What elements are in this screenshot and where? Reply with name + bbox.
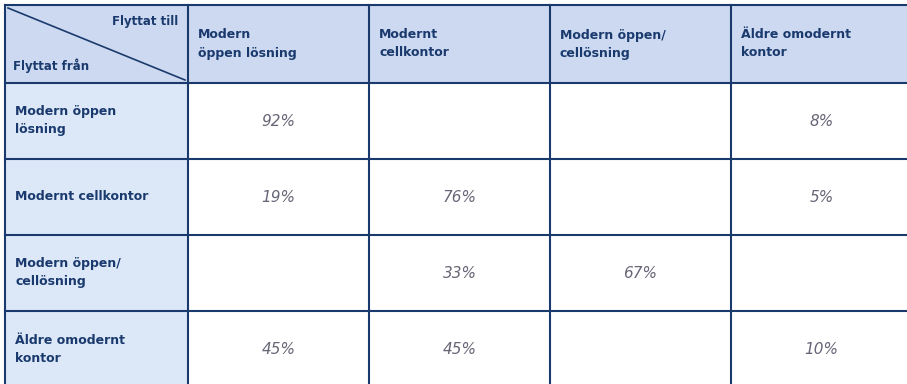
Bar	[550, 83, 731, 159]
Bar	[5, 311, 188, 384]
Text: Modernt
cellkontor: Modernt cellkontor	[379, 28, 449, 60]
Text: Flyttat från: Flyttat från	[13, 58, 89, 73]
Bar	[188, 83, 369, 159]
Text: 5%: 5%	[809, 189, 834, 205]
Bar	[550, 5, 731, 83]
Bar	[5, 159, 188, 235]
Text: 67%: 67%	[623, 265, 658, 280]
Bar	[550, 311, 731, 384]
Bar	[188, 311, 369, 384]
Text: 10%: 10%	[805, 341, 838, 356]
Bar	[550, 159, 731, 235]
Bar	[550, 235, 731, 311]
Bar	[188, 5, 369, 83]
Text: Modern öppen
lösning: Modern öppen lösning	[15, 106, 116, 136]
Bar	[5, 235, 188, 311]
Bar	[731, 311, 907, 384]
Bar	[731, 83, 907, 159]
Text: 76%: 76%	[443, 189, 476, 205]
Text: 33%: 33%	[443, 265, 476, 280]
Bar	[369, 83, 550, 159]
Text: Modern
öppen lösning: Modern öppen lösning	[198, 28, 297, 60]
Text: Äldre omodernt
kontor: Äldre omodernt kontor	[15, 333, 125, 364]
Text: Modernt cellkontor: Modernt cellkontor	[15, 190, 149, 204]
Bar	[5, 5, 188, 83]
Bar	[369, 159, 550, 235]
Bar	[188, 159, 369, 235]
Text: Modern öppen/
cellösning: Modern öppen/ cellösning	[15, 258, 121, 288]
Bar	[731, 159, 907, 235]
Bar	[731, 5, 907, 83]
Bar	[369, 5, 550, 83]
Text: Flyttat till: Flyttat till	[112, 15, 178, 28]
Text: 45%: 45%	[443, 341, 476, 356]
Text: 92%: 92%	[261, 114, 296, 129]
Bar	[369, 311, 550, 384]
Bar	[369, 235, 550, 311]
Bar	[5, 83, 188, 159]
Text: 45%: 45%	[261, 341, 296, 356]
Text: 8%: 8%	[809, 114, 834, 129]
Text: 19%: 19%	[261, 189, 296, 205]
Bar	[731, 235, 907, 311]
Text: Modern öppen/
cellösning: Modern öppen/ cellösning	[560, 28, 666, 60]
Text: Äldre omodernt
kontor: Äldre omodernt kontor	[741, 28, 851, 60]
Bar	[188, 235, 369, 311]
